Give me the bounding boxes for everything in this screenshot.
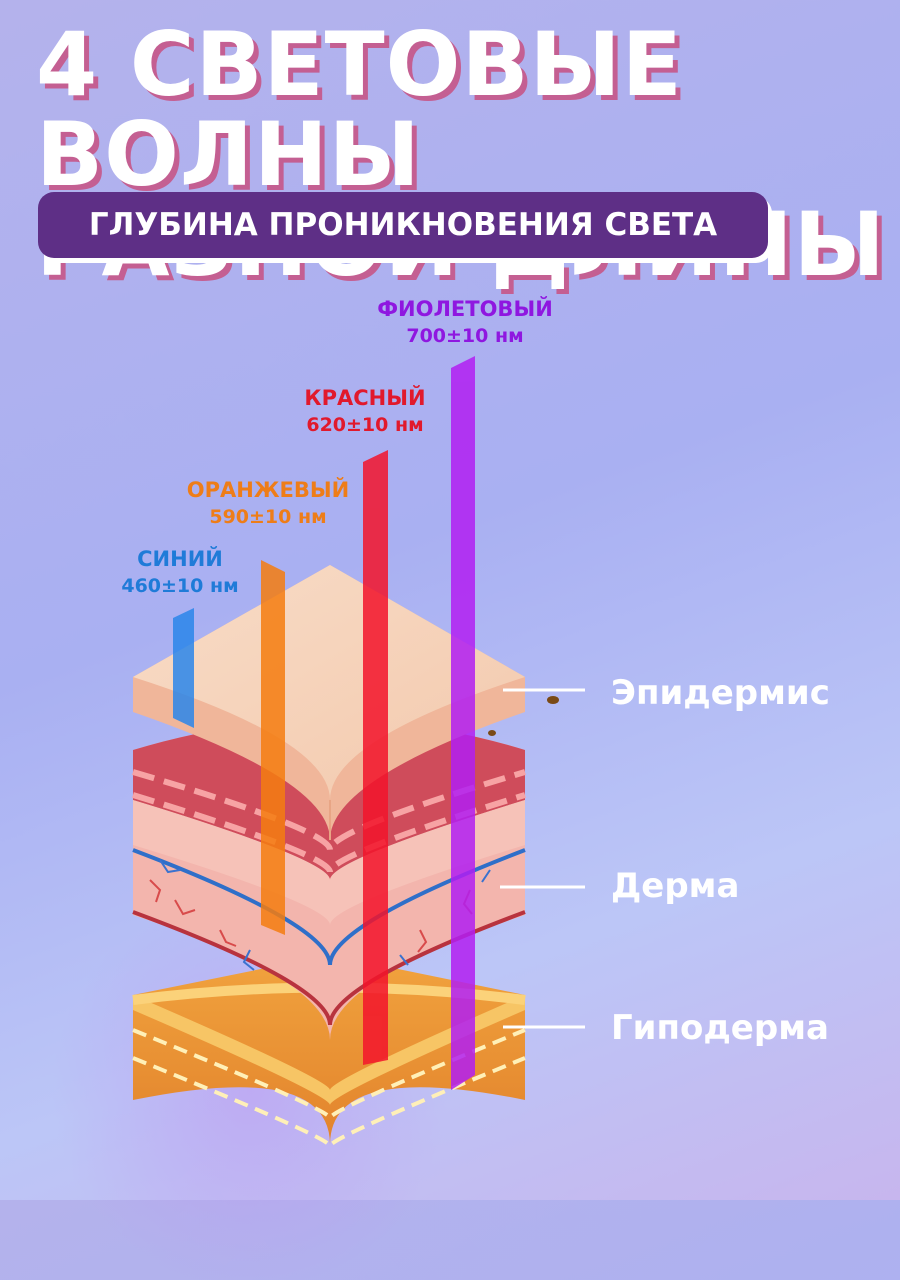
layer-label-dermis: Дерма (611, 866, 740, 906)
hair-particle-icon (488, 730, 496, 736)
wave-label-violet: ФИОЛЕТОВЫЙ 700±10 нм (350, 295, 580, 349)
beam-red (363, 450, 388, 1065)
wave-name: ОРАНЖЕВЫЙ (186, 478, 350, 502)
beam-violet (451, 356, 475, 1090)
wave-length: 620±10 нм (306, 414, 424, 436)
skin-layers-diagram (132, 356, 559, 1148)
layer-label-hypodermis: Гиподерма (611, 1008, 829, 1048)
epidermis-layer (133, 565, 525, 840)
beam-blue (173, 608, 194, 728)
subtitle-badge: ГЛУБИНА ПРОНИКНОВЕНИЯ СВЕТА (38, 192, 768, 258)
wave-label-orange: ОРАНЖЕВЫЙ 590±10 нм (168, 476, 368, 530)
hair-particle-icon (547, 696, 559, 704)
wave-name: СИНИЙ (137, 547, 223, 571)
layer-label-epidermis: Эпидермис (611, 673, 830, 713)
wave-label-red: КРАСНЫЙ 620±10 нм (270, 384, 460, 438)
wave-name: КРАСНЫЙ (304, 386, 426, 410)
wave-length: 700±10 нм (406, 325, 524, 347)
beam-orange (261, 560, 285, 935)
wave-name: ФИОЛЕТОВЫЙ (377, 297, 553, 321)
light-beams (173, 356, 475, 1090)
wave-length: 590±10 нм (209, 506, 327, 528)
wave-label-blue: СИНИЙ 460±10 нм (90, 545, 270, 599)
title-line-1: 4 СВЕТОВЫЕ ВОЛНЫ (36, 13, 683, 206)
wave-length: 460±10 нм (121, 575, 239, 597)
